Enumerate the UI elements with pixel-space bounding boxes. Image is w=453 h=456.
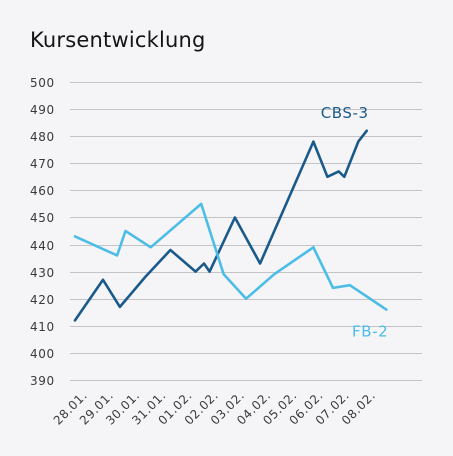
series-line-fb-2 bbox=[73, 202, 388, 311]
series-label-cbs-3: CBS-3 bbox=[321, 104, 369, 122]
y-tick-label: 440 bbox=[30, 239, 55, 253]
y-tick-label: 500 bbox=[30, 76, 55, 90]
y-tick-label: 450 bbox=[30, 211, 55, 225]
y-tick-label: 390 bbox=[30, 374, 55, 388]
y-tick-label: 410 bbox=[30, 320, 55, 334]
y-tick-label: 430 bbox=[30, 266, 55, 280]
y-tick-label: 490 bbox=[30, 103, 55, 117]
y-tick-label: 400 bbox=[30, 347, 55, 361]
y-tick-label: 460 bbox=[30, 184, 55, 198]
chart-title: Kursentwicklung bbox=[30, 28, 206, 52]
y-axis-ticks: 390 400 410 420 430 440 450 460 470 480 490 500 bbox=[30, 76, 55, 388]
series-labels: CBS-3 FB-2 bbox=[321, 104, 388, 341]
y-tick-label: 470 bbox=[30, 157, 55, 171]
x-axis-ticks: 28.01.29.01.30.01.31.01.01.02.02.02.03.0… bbox=[51, 388, 379, 427]
series-label-fb-2: FB-2 bbox=[352, 323, 388, 341]
y-tick-label: 480 bbox=[30, 130, 55, 144]
y-tick-label: 420 bbox=[30, 293, 55, 307]
series-line-cbs-3 bbox=[73, 129, 369, 322]
series-lines bbox=[73, 129, 388, 322]
